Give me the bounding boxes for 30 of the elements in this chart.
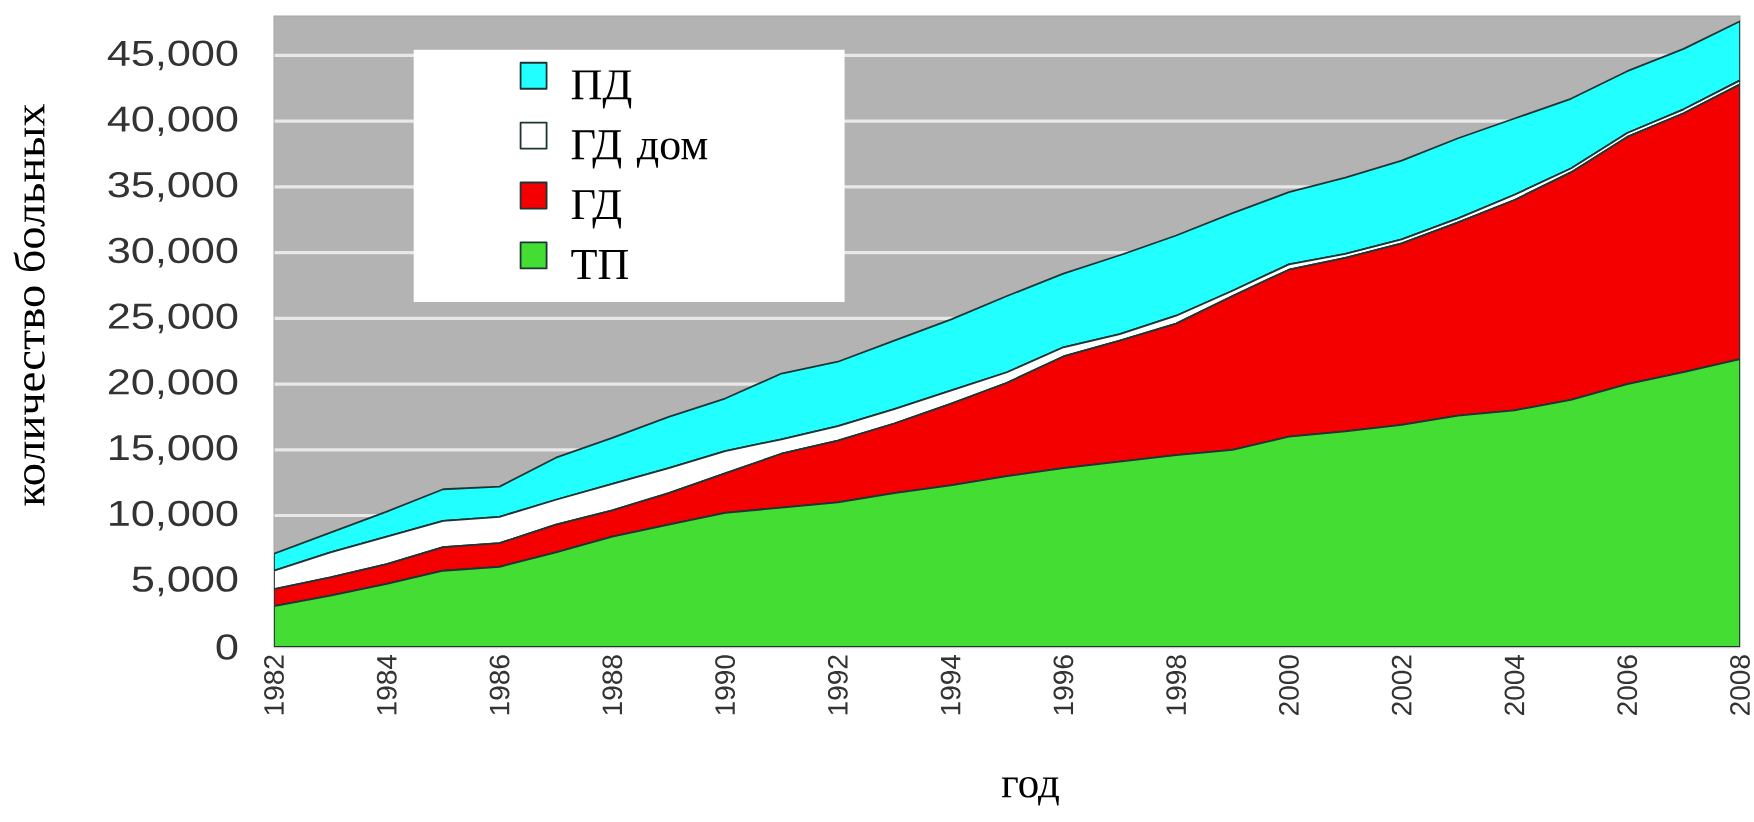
y-tick-label: 5,000 bbox=[132, 566, 238, 597]
y-axis-title: количество больных bbox=[13, 103, 45, 506]
legend-label: ТП bbox=[571, 250, 628, 279]
y-tick-label: 35,000 bbox=[108, 171, 238, 202]
y-tick-label: 10,000 bbox=[110, 500, 238, 531]
x-tick-label: 2006 bbox=[1617, 655, 1638, 715]
y-tick-label: 45,000 bbox=[107, 40, 238, 71]
x-tick-label: 2002 bbox=[1391, 655, 1412, 715]
x-tick-label: 2000 bbox=[1279, 655, 1299, 715]
legend-label: ГД bbox=[571, 190, 622, 229]
x-tick-label: 1990 bbox=[715, 655, 736, 715]
x-tick-label: 1998 bbox=[1166, 655, 1187, 715]
y-tick-label: 15,000 bbox=[110, 434, 238, 465]
x-tick-label: 1988 bbox=[602, 655, 623, 715]
y-tick-label: 0 bbox=[216, 634, 238, 660]
y-tick-label: 30,000 bbox=[108, 237, 238, 268]
x-tick-label: 2004 bbox=[1504, 654, 1525, 715]
x-axis-title: год bbox=[1001, 776, 1059, 806]
y-tick-label: 40,000 bbox=[107, 106, 238, 137]
y-tick-label: 20,000 bbox=[108, 369, 238, 399]
x-tick-label: 1994 bbox=[940, 654, 961, 715]
x-tick-label: 2008 bbox=[1730, 655, 1750, 715]
x-tick-label: 1992 bbox=[827, 655, 848, 715]
x-tick-label: 1984 bbox=[376, 654, 397, 715]
x-tick-label: 1982 bbox=[264, 655, 284, 715]
x-tick-label: 1986 bbox=[489, 655, 510, 715]
legend-label: ГД дом bbox=[571, 130, 708, 169]
y-tick-label: 25,000 bbox=[108, 303, 238, 334]
legend-label: ПД bbox=[571, 70, 632, 109]
x-tick-label: 1996 bbox=[1053, 655, 1074, 715]
